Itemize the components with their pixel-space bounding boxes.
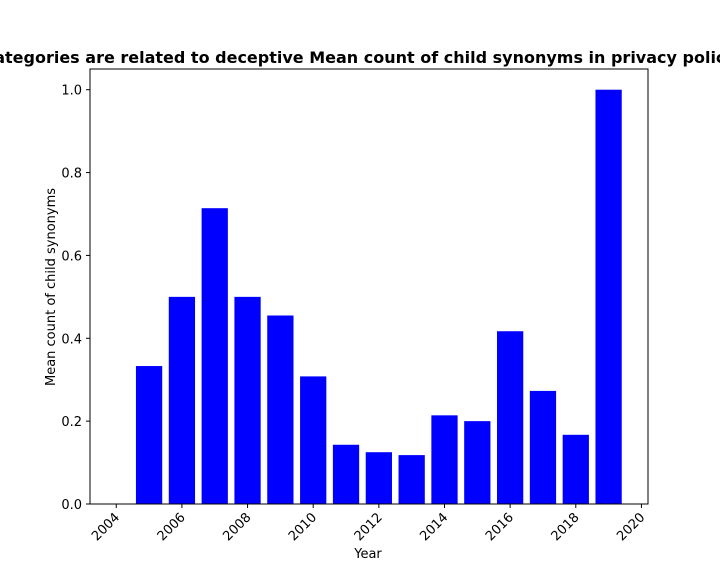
bar-2012: [365, 452, 392, 504]
y-tick-label: 0.0: [61, 498, 82, 513]
x-tick-label: 2006: [155, 510, 189, 544]
x-tick-label: 2020: [614, 510, 648, 544]
x-tick-label: 2010: [286, 510, 320, 544]
bar-2011: [332, 444, 360, 504]
chart-title: categories are related to deceptive Mean…: [0, 48, 720, 67]
y-tick-label: 1.0: [61, 84, 82, 99]
bar-2017: [529, 390, 557, 504]
plot-frame: [89, 68, 649, 505]
bar-2016: [497, 331, 524, 504]
bar-2019: [595, 89, 622, 505]
bar-2014: [431, 415, 458, 504]
x-tick-label: 2004: [89, 510, 123, 544]
x-tick-label: 2018: [549, 510, 583, 544]
x-axis-label: Year: [353, 547, 382, 562]
bar-2007: [201, 208, 228, 504]
y-axis-label: Mean count of child synonyms: [44, 188, 59, 386]
bar-2006: [168, 296, 196, 504]
y-tick-label: 0.2: [61, 415, 82, 430]
bar-2010: [300, 376, 327, 504]
x-tick-label: 2016: [483, 510, 517, 544]
bar-2018: [562, 434, 589, 504]
y-tick-label: 0.4: [61, 332, 82, 347]
bar-2005: [135, 366, 163, 504]
y-tick-label: 0.8: [61, 167, 82, 182]
x-tick-label: 2014: [417, 510, 451, 544]
bar-2009: [267, 315, 294, 504]
x-tick-label: 2008: [220, 510, 254, 544]
x-tick-label: 2012: [352, 510, 386, 544]
y-axis-ticks: 0.0 0.2 0.4 0.6 0.8 1.0: [61, 84, 90, 513]
bar-2008: [234, 296, 261, 504]
x-axis-ticks: 2004 2006 2008 2010 2012 2014 2016 2018 2020: [89, 504, 648, 544]
y-tick-label: 0.6: [61, 249, 82, 264]
bar-2013: [398, 455, 425, 504]
bar-2015: [464, 421, 491, 504]
bars-group: [135, 89, 622, 505]
